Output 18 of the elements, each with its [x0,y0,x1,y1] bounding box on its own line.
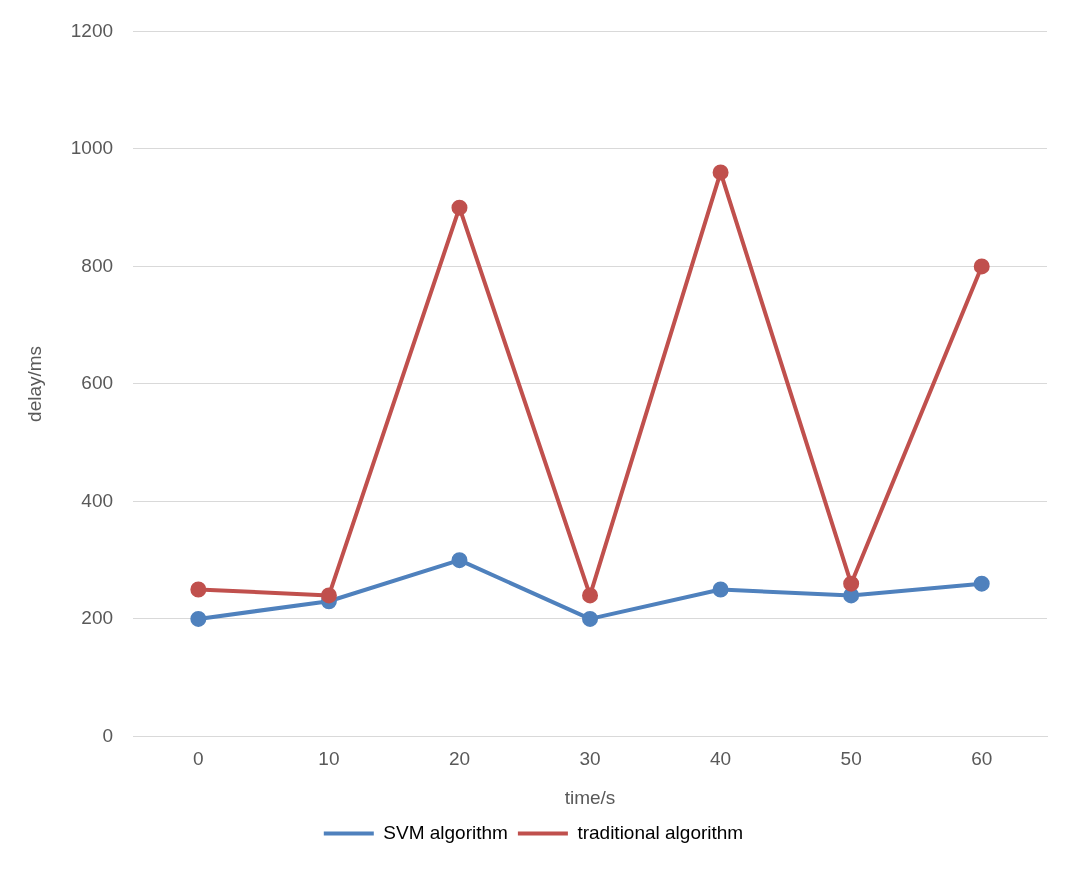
y-axis-title: delay/ms [23,345,45,422]
y-tick-label: 800 [81,254,114,276]
x-tick-label: 30 [579,748,601,770]
x-tick-label: 50 [840,748,862,770]
x-axis-title: time/s [564,786,616,808]
y-tick-label: 0 [102,724,114,746]
x-tick-label: 40 [710,748,732,770]
x-tick-label: 10 [318,748,340,770]
x-tick-label: 0 [193,748,204,770]
legend-label: SVM algorithm [383,821,508,843]
y-tick-label: 1200 [70,19,114,41]
x-tick-label: 20 [448,748,471,770]
x-tick-label: 60 [971,748,993,770]
legend-label: traditional algorithm [577,821,744,843]
y-tick-label: 1000 [70,137,114,159]
y-tick-label: 200 [81,607,114,629]
y-tick-label: 400 [81,489,114,511]
y-tick-label: 600 [81,372,114,394]
